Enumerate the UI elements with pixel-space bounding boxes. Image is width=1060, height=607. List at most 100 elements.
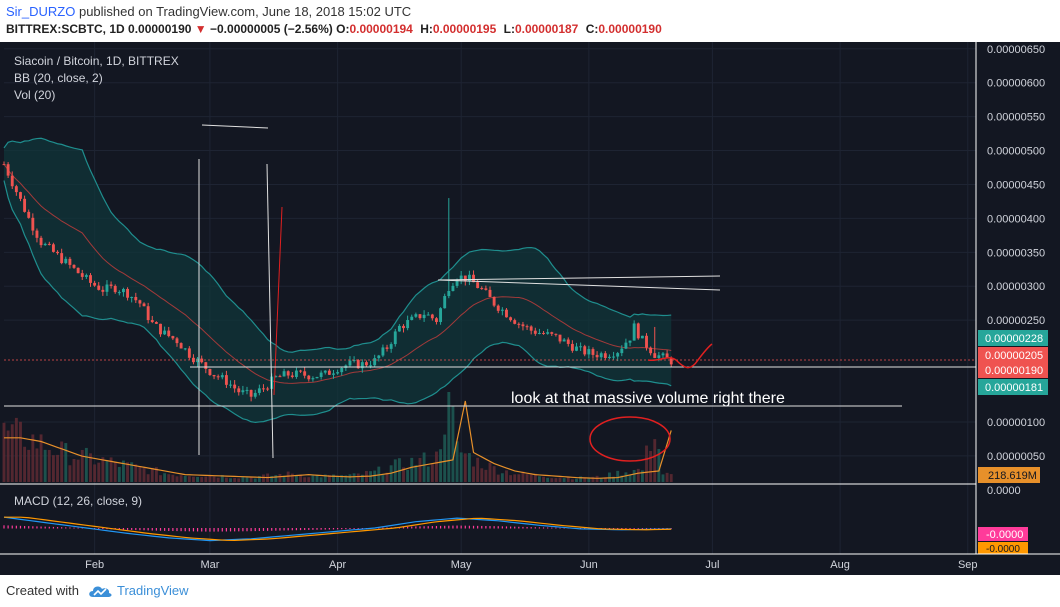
volume-bar [505,470,508,482]
volume-bar [6,430,10,482]
macd-histogram-bar [172,528,174,532]
volume-bar [179,475,183,482]
candle-body [397,325,401,332]
macd-histogram-bar [180,528,182,532]
macd-histogram-bar [448,525,450,529]
macd-histogram-bar [44,526,46,529]
macd-histogram-bar [542,527,545,529]
volume-bar [307,477,311,482]
volume-bar [138,466,142,482]
macd-histogram-bar [295,528,298,531]
volume-bar [344,475,348,482]
macd-histogram-bar [7,525,9,529]
volume-bar [492,466,496,482]
macd-histogram-bar [147,528,149,531]
high-label: H: [420,22,433,36]
candle-body [459,275,463,280]
volume-bar [459,452,463,482]
volume-bar [245,477,249,482]
volume-bar [216,477,220,482]
macd-histogram-bar [551,527,553,529]
candle-body [443,296,447,309]
candle-body [134,296,138,301]
candle-body [286,371,290,376]
volume-bar [373,470,377,482]
price-axis[interactable]: 0.00000650 0.00000600 0.00000550 0.00000500… [975,42,1060,555]
volume-bar [121,460,125,482]
candle-body [307,375,311,380]
macd-histogram-bar [308,528,310,530]
candle-body [89,275,92,283]
macd-histogram-bar [250,528,252,532]
candle-body [51,244,55,252]
candle-body [113,285,117,293]
volume-bar [587,477,591,482]
candle-body [6,164,10,176]
legend-bb: BB (20, close, 2) [14,71,103,85]
author-link[interactable]: Sir_DURZO [6,4,76,19]
macd-histogram-bar [662,528,664,529]
candle-body [385,347,389,349]
macd-histogram-bar [159,528,162,531]
candle-body [274,376,278,378]
volume-bar [290,473,294,482]
candle-body [607,356,611,358]
candle-body [323,370,327,373]
macd-histogram-bar [65,527,67,529]
red-projection [647,343,713,369]
candle-body [402,325,405,329]
volume-bar [56,454,59,482]
volume-bar [620,475,624,482]
candle-body [467,274,471,282]
volume-bar [426,466,430,482]
resistance-line [437,279,721,291]
macd-histogram-bar [304,528,306,531]
volume-bar [661,474,665,482]
low-value: 0.00000187 [514,22,579,36]
candle-body [80,273,84,277]
macd-histogram-bar [481,525,483,529]
candle-body [575,346,578,351]
price-chart[interactable]: 0.00000650 0.00000600 0.00000550 0.00000500… [0,42,1060,575]
macd-histogram-bar [452,525,454,529]
candle-body [381,347,385,356]
macd-histogram-bar [312,528,314,530]
macd-histogram-bar [489,526,491,529]
macd-histogram-bar [131,528,133,530]
tradingview-cloud-icon[interactable] [87,582,113,600]
price-badge [978,347,1048,363]
candle-body [64,258,68,264]
candle-body [418,314,422,319]
volume-bar [130,462,134,482]
candle-body [126,288,130,298]
time-tick-label: Jul [705,559,719,571]
tradingview-link[interactable]: TradingView [117,583,189,598]
volume-bar [430,463,434,482]
candle-body [422,314,426,319]
macd-histogram-bar [36,526,38,529]
macd-histogram-bar [238,528,240,532]
price-badge [978,379,1048,395]
macd-histogram-bar [271,528,273,531]
candle-body [665,353,669,358]
volume-bar [624,472,628,482]
price-tick-label: 0.00000050 [987,451,1045,463]
time-tick-label: Mar [200,559,219,571]
volume-bar [183,475,187,482]
macd-histogram-bar [361,528,363,529]
candle-body [492,296,496,306]
chart-header: Sir_DURZO published on TradingView.com, … [0,0,1060,42]
macd-histogram-bar [530,527,532,529]
volume-bar [340,475,344,482]
price-badge [978,330,1048,346]
macd-histogram-bar [32,526,34,529]
candle-body [599,353,603,358]
candle-body [632,323,636,341]
volume-bar [360,474,364,482]
volume-bar [229,478,232,482]
macd-histogram-bar [192,528,195,532]
time-axis[interactable]: Feb Mar Apr May Jun Jul Aug Sep [0,553,1060,575]
volume-bar [628,474,632,482]
macd-histogram-bar [505,526,508,529]
macd-histogram-bar [155,528,157,531]
